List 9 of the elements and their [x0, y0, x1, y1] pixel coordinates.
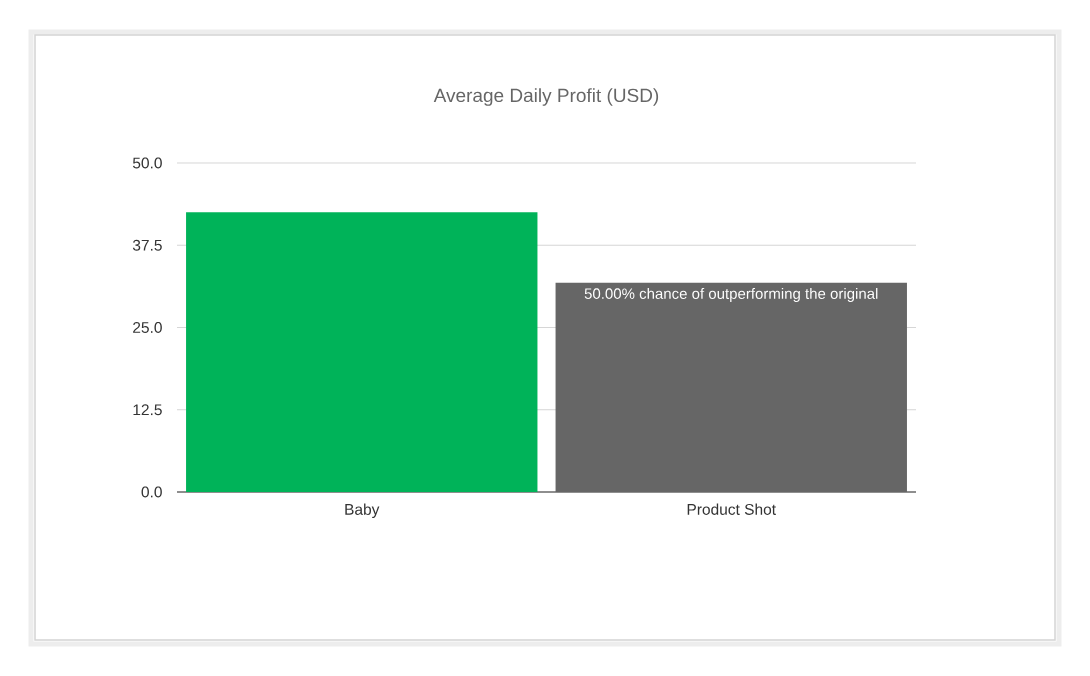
y-tick-label: 50.0 — [132, 157, 162, 169]
y-tick-label: 12.5 — [133, 404, 162, 416]
y-tick-label: 37.5 — [132, 239, 162, 251]
x-tick-label: Baby — [345, 503, 380, 518]
y-tick-label: 0.0 — [141, 486, 162, 498]
x-tick-label: Product Shot — [687, 503, 776, 515]
annotation: 50.00% chance of outperforming the original — [584, 287, 878, 302]
chart-title: Average Daily Profit (USD) — [433, 88, 659, 106]
y-tick-label: 25.0 — [133, 322, 162, 333]
